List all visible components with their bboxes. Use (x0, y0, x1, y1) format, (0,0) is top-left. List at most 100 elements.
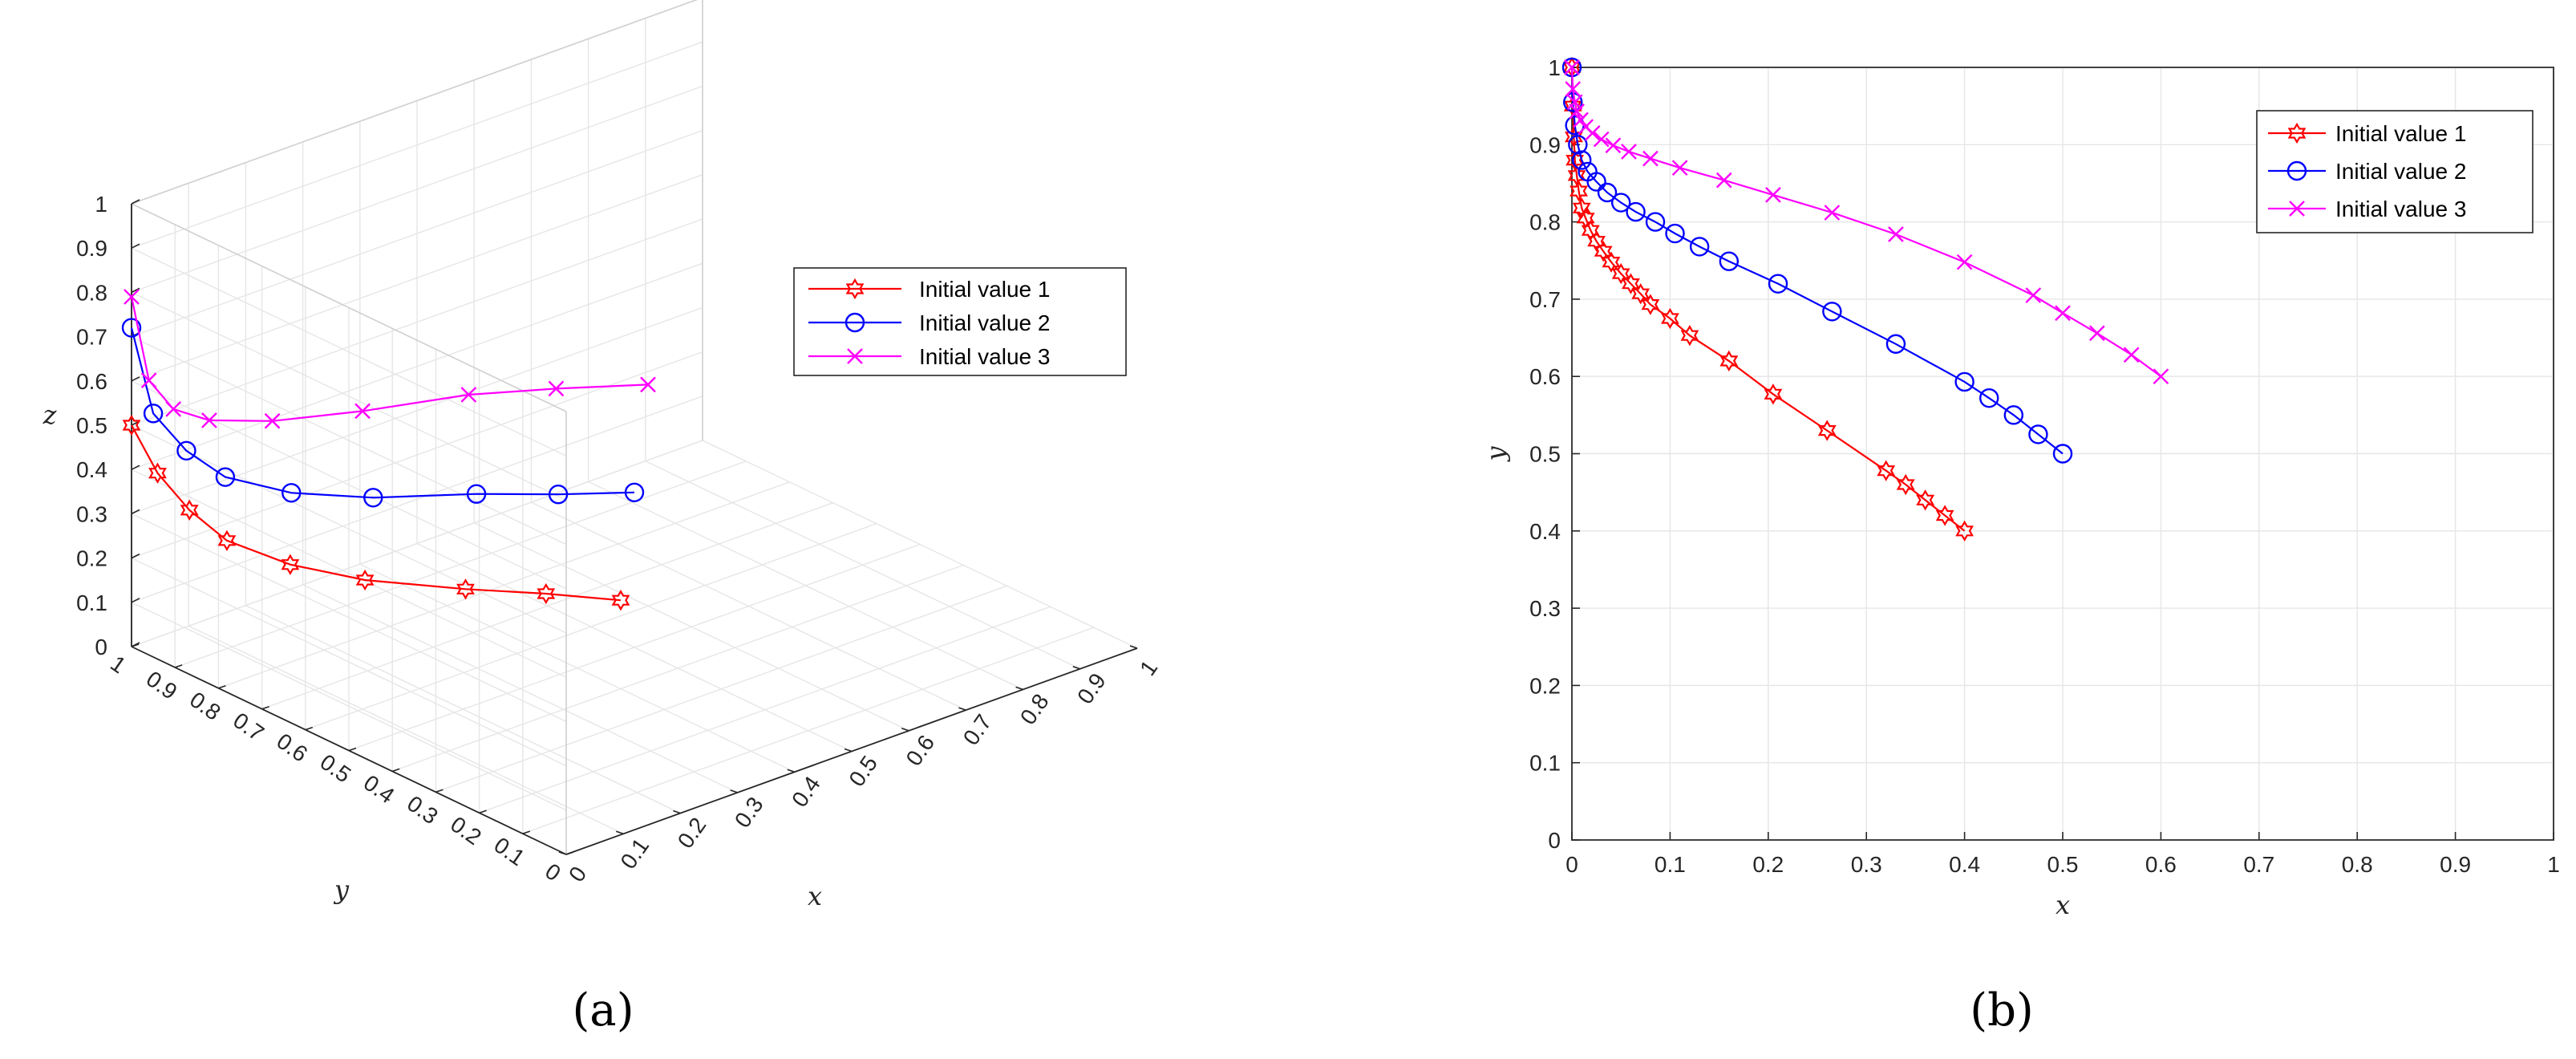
series-2-marker (1610, 193, 1631, 213)
z-tick-mark (131, 199, 140, 205)
y-tick-label: 0.4 (359, 770, 399, 809)
series-1-marker (217, 530, 237, 551)
legend-marker (2287, 122, 2307, 144)
y-tick-label: 0.3 (403, 791, 443, 830)
x-tick-label: 0.4 (1949, 852, 1980, 877)
x-tick-label: 0.3 (1851, 852, 1882, 877)
x-tick-label: 1 (2547, 852, 2560, 877)
z-tick-label: 0.6 (76, 369, 107, 394)
floor-grid-line (645, 461, 1081, 670)
series-2-marker (1822, 302, 1842, 322)
x-tick-mark (1015, 686, 1023, 691)
z-tick-label: 1 (95, 192, 107, 217)
series-1-marker (456, 578, 475, 600)
series-1 (1562, 56, 1974, 542)
series-3-marker (2025, 287, 2042, 303)
z-axis-label: z (43, 400, 58, 430)
series-3 (124, 289, 656, 429)
wall-grid-line (131, 129, 703, 338)
series-1-marker (1565, 149, 1585, 171)
y-tick-label: 0 (541, 858, 565, 886)
series-2-marker (1885, 334, 1906, 354)
z-tick-mark (131, 598, 140, 603)
series-3-marker (1642, 150, 1659, 167)
series-1-marker (1817, 420, 1837, 441)
y-tick-mark (305, 726, 314, 731)
x-tick-label: 0.9 (2440, 852, 2471, 877)
series-2-marker (624, 482, 645, 502)
series-3-marker (1565, 81, 1582, 97)
floor-grid-line (348, 543, 921, 752)
z-tick-label: 0.7 (76, 325, 107, 350)
panel-b-caption: (b) (1970, 984, 2034, 1037)
x-tick-mark (958, 707, 966, 711)
y-tick-label: 0.9 (1529, 132, 1561, 157)
floor-grid-line (702, 440, 1138, 649)
wall-grid-line (131, 247, 567, 456)
series-1-marker (122, 414, 141, 436)
z-tick-label: 0 (95, 635, 107, 659)
floor-grid-line (174, 461, 747, 668)
series-3-marker (1765, 187, 1781, 203)
x-tick-mark (787, 769, 796, 773)
x-tick-label: 0.4 (787, 772, 825, 812)
series-3-marker (2153, 368, 2169, 385)
series-1-marker (1569, 180, 1589, 202)
series-3-marker (1888, 226, 1904, 242)
legend-label: Initial value 2 (2335, 159, 2466, 184)
series-3-line (1570, 67, 2162, 378)
legend-marker (2286, 160, 2307, 181)
series-1-marker (1916, 489, 1935, 511)
box-edge (131, 0, 699, 205)
z-tick-label: 0.4 (76, 457, 107, 482)
y-tick-mark (218, 685, 226, 689)
series-1-marker (1581, 219, 1600, 241)
x-tick-label: 1 (1135, 655, 1162, 680)
series-1-marker (611, 590, 630, 611)
x-tick-label: 0 (564, 862, 591, 887)
wall-grid-line (131, 335, 567, 546)
series-2-marker (1645, 212, 1666, 232)
z-tick-mark (131, 509, 140, 515)
wall-grid-line (131, 174, 703, 382)
series-2-marker (1665, 223, 1685, 244)
z-tick-label: 0.2 (76, 546, 107, 571)
z-tick-mark (131, 243, 140, 249)
y-tick-label: 0.8 (185, 687, 225, 725)
series-2 (121, 318, 645, 508)
series-3-marker (1671, 160, 1688, 176)
legend: Initial value 1 Initial value 2 Initial va… (2256, 110, 2533, 233)
series-2-marker (2028, 424, 2048, 444)
y-tick-label: 0.6 (1529, 364, 1561, 389)
legend-marker (847, 348, 863, 364)
series-1-marker (1602, 251, 1621, 273)
x-tick-label: 0.8 (2342, 852, 2373, 877)
series-3-marker (1824, 205, 1841, 221)
series-2-marker (176, 440, 196, 461)
series-1-marker (148, 462, 167, 484)
x-tick-label: 0.2 (673, 813, 711, 853)
x-tick-label: 0.5 (2047, 852, 2079, 877)
y-tick-label: 0 (1548, 828, 1561, 853)
floor-grid-line (588, 481, 1023, 691)
floor-grid-line (531, 501, 966, 711)
series-3-marker (1578, 119, 1594, 135)
legend-label: Initial value 2 (919, 310, 1050, 335)
x-tick-label: 0.7 (2243, 852, 2274, 877)
x-tick-label: 0.3 (730, 793, 768, 833)
y-tick-label: 0.5 (1529, 442, 1561, 467)
wall-grid-line (131, 85, 703, 294)
series-3-marker (354, 403, 371, 420)
x-tick-label: 0.1 (616, 834, 654, 874)
y-tick-label: 0.4 (1529, 519, 1561, 544)
z-tick-mark (131, 376, 140, 382)
legend-label: Initial value 3 (919, 344, 1050, 369)
x-tick-mark (558, 851, 567, 855)
series-1-marker (1877, 460, 1896, 481)
series-1-marker (1719, 350, 1739, 372)
box-edge (131, 203, 567, 412)
series-3-marker (1569, 103, 1585, 120)
series-3-line (130, 296, 649, 422)
y-tick-mark (391, 768, 400, 773)
x-tick-label: 0.1 (1655, 852, 1686, 877)
